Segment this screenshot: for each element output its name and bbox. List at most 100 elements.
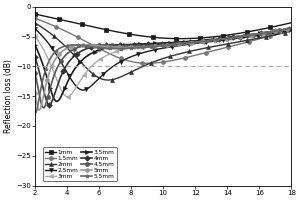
4mm	[79, 50, 83, 53]
2mm	[106, 79, 110, 81]
3mm	[100, 57, 103, 60]
2mm	[185, 51, 188, 53]
3mm	[66, 95, 69, 98]
1.5mm	[150, 62, 153, 64]
5mm	[150, 45, 153, 48]
3mm	[150, 44, 153, 46]
2.5mm	[226, 38, 230, 41]
4mm	[47, 104, 51, 106]
Line: 5mm: 5mm	[33, 26, 293, 112]
2.5mm	[33, 28, 37, 30]
4.5mm	[205, 40, 208, 42]
5.5mm	[290, 27, 293, 29]
3mm	[185, 41, 188, 43]
1mm	[205, 36, 208, 39]
3.5mm	[226, 36, 230, 39]
Line: 1.5mm: 1.5mm	[33, 16, 293, 65]
1mm	[185, 37, 188, 40]
3mm	[290, 28, 293, 30]
3.5mm	[100, 48, 103, 50]
3.5mm	[33, 44, 37, 46]
2.5mm	[81, 89, 85, 91]
5mm	[33, 92, 37, 95]
5mm	[79, 44, 83, 46]
Line: 3mm: 3mm	[33, 27, 293, 99]
2mm	[150, 62, 153, 64]
2mm	[226, 43, 230, 45]
5.5mm	[34, 111, 37, 113]
3mm	[226, 37, 230, 39]
Line: 5.5mm: 5.5mm	[33, 26, 293, 114]
3.5mm	[205, 39, 208, 41]
Line: 2.5mm: 2.5mm	[33, 27, 293, 92]
1.5mm	[33, 17, 37, 19]
1mm	[226, 34, 230, 36]
1.5mm	[79, 37, 82, 40]
5.5mm	[150, 45, 153, 48]
4mm	[226, 37, 230, 39]
5mm	[100, 45, 103, 47]
5mm	[205, 40, 208, 42]
4.5mm	[100, 44, 103, 46]
Line: 4mm: 4mm	[33, 26, 293, 107]
1.5mm	[226, 46, 230, 48]
2mm	[33, 22, 37, 24]
Line: 1mm: 1mm	[33, 12, 293, 41]
1.5mm	[290, 28, 293, 31]
5.5mm	[33, 110, 37, 113]
4mm	[100, 44, 103, 47]
1mm	[149, 36, 153, 38]
2.5mm	[100, 75, 103, 77]
2.5mm	[290, 29, 293, 31]
4.5mm	[33, 72, 37, 74]
4.5mm	[42, 107, 45, 109]
3.5mm	[290, 27, 293, 30]
2.5mm	[150, 49, 153, 52]
1mm	[99, 27, 103, 30]
1.5mm	[99, 48, 103, 51]
4.5mm	[185, 42, 188, 44]
2.5mm	[185, 43, 188, 46]
5.5mm	[185, 42, 188, 44]
1mm	[179, 37, 183, 40]
2.5mm	[205, 41, 208, 43]
4mm	[185, 41, 188, 44]
4.5mm	[226, 37, 230, 39]
2.5mm	[79, 88, 82, 91]
2mm	[290, 30, 293, 32]
2mm	[99, 77, 103, 80]
2mm	[79, 61, 82, 63]
1mm	[290, 22, 293, 24]
3.5mm	[150, 42, 153, 45]
5.5mm	[100, 47, 103, 49]
4.5mm	[290, 27, 293, 29]
1mm	[79, 23, 82, 25]
3mm	[33, 35, 37, 37]
1mm	[33, 13, 37, 15]
1.5mm	[185, 56, 188, 59]
3.5mm	[79, 60, 83, 63]
4.5mm	[150, 44, 153, 47]
4mm	[205, 39, 208, 42]
4mm	[290, 27, 293, 29]
5mm	[290, 27, 293, 29]
5mm	[226, 37, 230, 39]
2mm	[205, 47, 208, 49]
5.5mm	[205, 40, 208, 42]
4mm	[150, 43, 153, 46]
3mm	[79, 79, 83, 81]
4mm	[33, 56, 37, 58]
Line: 4.5mm: 4.5mm	[33, 26, 293, 110]
5mm	[185, 42, 188, 44]
3.5mm	[55, 100, 58, 103]
Legend: 1mm, 1.5mm, 2mm, 2.5mm, 3mm, 3.5mm, 4mm, 4.5mm, 5mm, 5.5mm: 1mm, 1.5mm, 2mm, 2.5mm, 3mm, 3.5mm, 4mm,…	[43, 147, 117, 181]
1.5mm	[146, 62, 149, 64]
3mm	[205, 39, 208, 41]
1.5mm	[205, 51, 208, 54]
4.5mm	[79, 45, 83, 48]
5mm	[38, 109, 41, 111]
Line: 3.5mm: 3.5mm	[33, 26, 293, 103]
Y-axis label: Reflection loss (dB): Reflection loss (dB)	[4, 59, 13, 133]
5.5mm	[226, 37, 230, 39]
5.5mm	[79, 44, 83, 46]
